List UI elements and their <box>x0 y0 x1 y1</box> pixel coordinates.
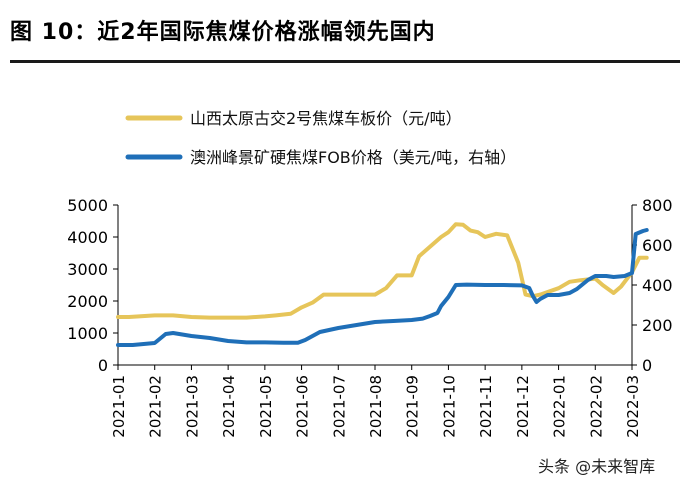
right-tick-label: 800 <box>642 196 673 215</box>
right-tick-label: 200 <box>642 316 673 335</box>
x-tick-label: 2021-08 <box>367 375 385 438</box>
series-line-taiyuan-coking-coal <box>116 222 649 320</box>
left-tick-label: 5000 <box>67 196 108 215</box>
x-tick-label: 2021-01 <box>110 375 128 438</box>
series-line-peak-downs-fob <box>116 228 649 347</box>
x-tick-label: 2021-10 <box>440 375 458 438</box>
right-tick-label: 400 <box>642 276 673 295</box>
x-tick-label: 2021-06 <box>294 375 312 438</box>
x-tick-label: 2021-03 <box>183 375 201 438</box>
title-rule <box>10 60 680 63</box>
x-tick-label: 2021-11 <box>477 375 495 438</box>
x-tick-label: 2021-05 <box>257 375 275 438</box>
right-tick-label: 600 <box>642 236 673 255</box>
x-tick-label: 2022-01 <box>551 375 569 438</box>
x-tick-label: 2022-02 <box>587 375 605 438</box>
x-tick-label: 2021-09 <box>404 375 422 438</box>
x-tick-label: 2021-02 <box>147 375 165 438</box>
left-tick-label: 0 <box>98 356 108 375</box>
x-tick-label: 2021-04 <box>220 375 238 438</box>
tick-labels: 0 1000 2000 3000 4000 5000 0 200 400 600 800 2021-0… <box>67 196 672 438</box>
left-tick-label: 3000 <box>67 260 108 279</box>
x-tick-label: 2021-07 <box>330 375 348 438</box>
x-tick-label: 2021-12 <box>514 375 532 438</box>
left-tick-label: 2000 <box>67 292 108 311</box>
axes <box>113 204 637 370</box>
left-tick-label: 1000 <box>67 324 108 343</box>
watermark: 头条 @未来智库 <box>538 457 656 476</box>
legend: 山西太原古交2号焦煤车板价（元/吨） 澳洲峰景矿硬焦煤FOB价格（美元/吨，右轴… <box>125 109 516 167</box>
right-tick-label: 0 <box>642 356 652 375</box>
legend-label-taiyuan: 山西太原古交2号焦煤车板价（元/吨） <box>190 109 462 128</box>
x-tick-label: 2022-03 <box>624 375 642 438</box>
left-tick-label: 4000 <box>67 228 108 247</box>
series-lines <box>116 222 649 347</box>
legend-label-peak-downs: 澳洲峰景矿硬焦煤FOB价格（美元/吨，右轴） <box>190 148 516 167</box>
figure-title: 图 10：近2年国际焦煤价格涨幅领先国内 <box>10 20 436 45</box>
